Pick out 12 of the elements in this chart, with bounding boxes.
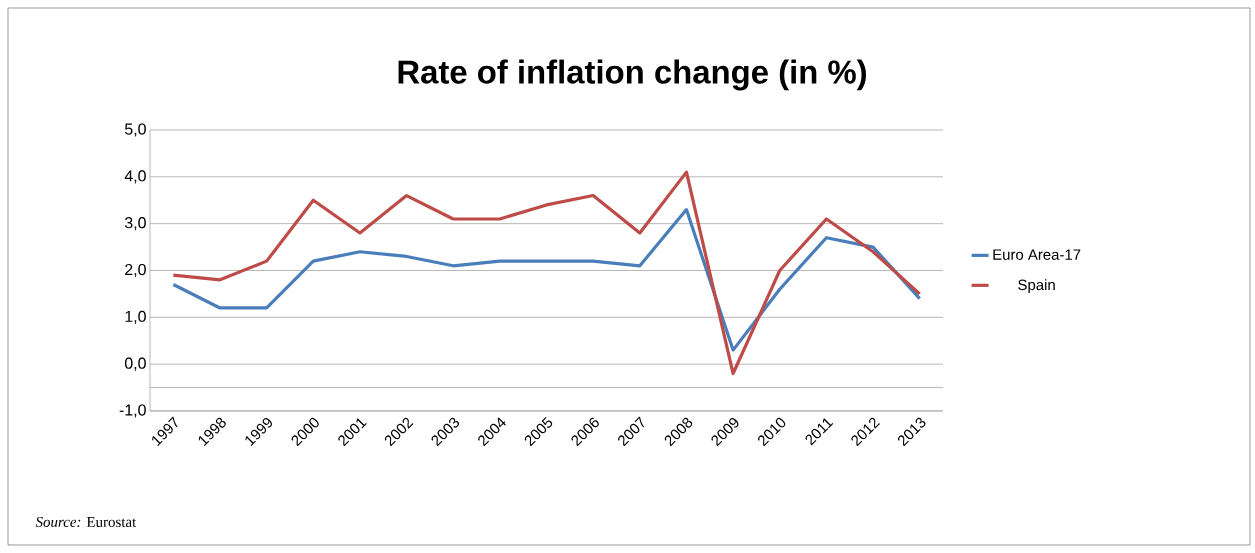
y-tick-label: 0,0 [124, 357, 146, 371]
legend-label: Euro Area-17 [993, 249, 1081, 260]
y-tick-label: 5,0 [124, 123, 146, 137]
legend-label: Spain [1018, 279, 1055, 294]
y-tick-label: 1,0 [125, 310, 146, 324]
y-tick-label: -1,0 [119, 404, 146, 418]
y-tick-label: 2,0 [125, 263, 146, 278]
y-tick-label: 4,0 [124, 170, 146, 184]
text: Source: Eurostat [35, 516, 137, 528]
y-tick-label: 3,0 [124, 217, 146, 231]
line-series [171, 170, 922, 376]
chart-title: Rate of inflation change (in %) [398, 59, 866, 91]
